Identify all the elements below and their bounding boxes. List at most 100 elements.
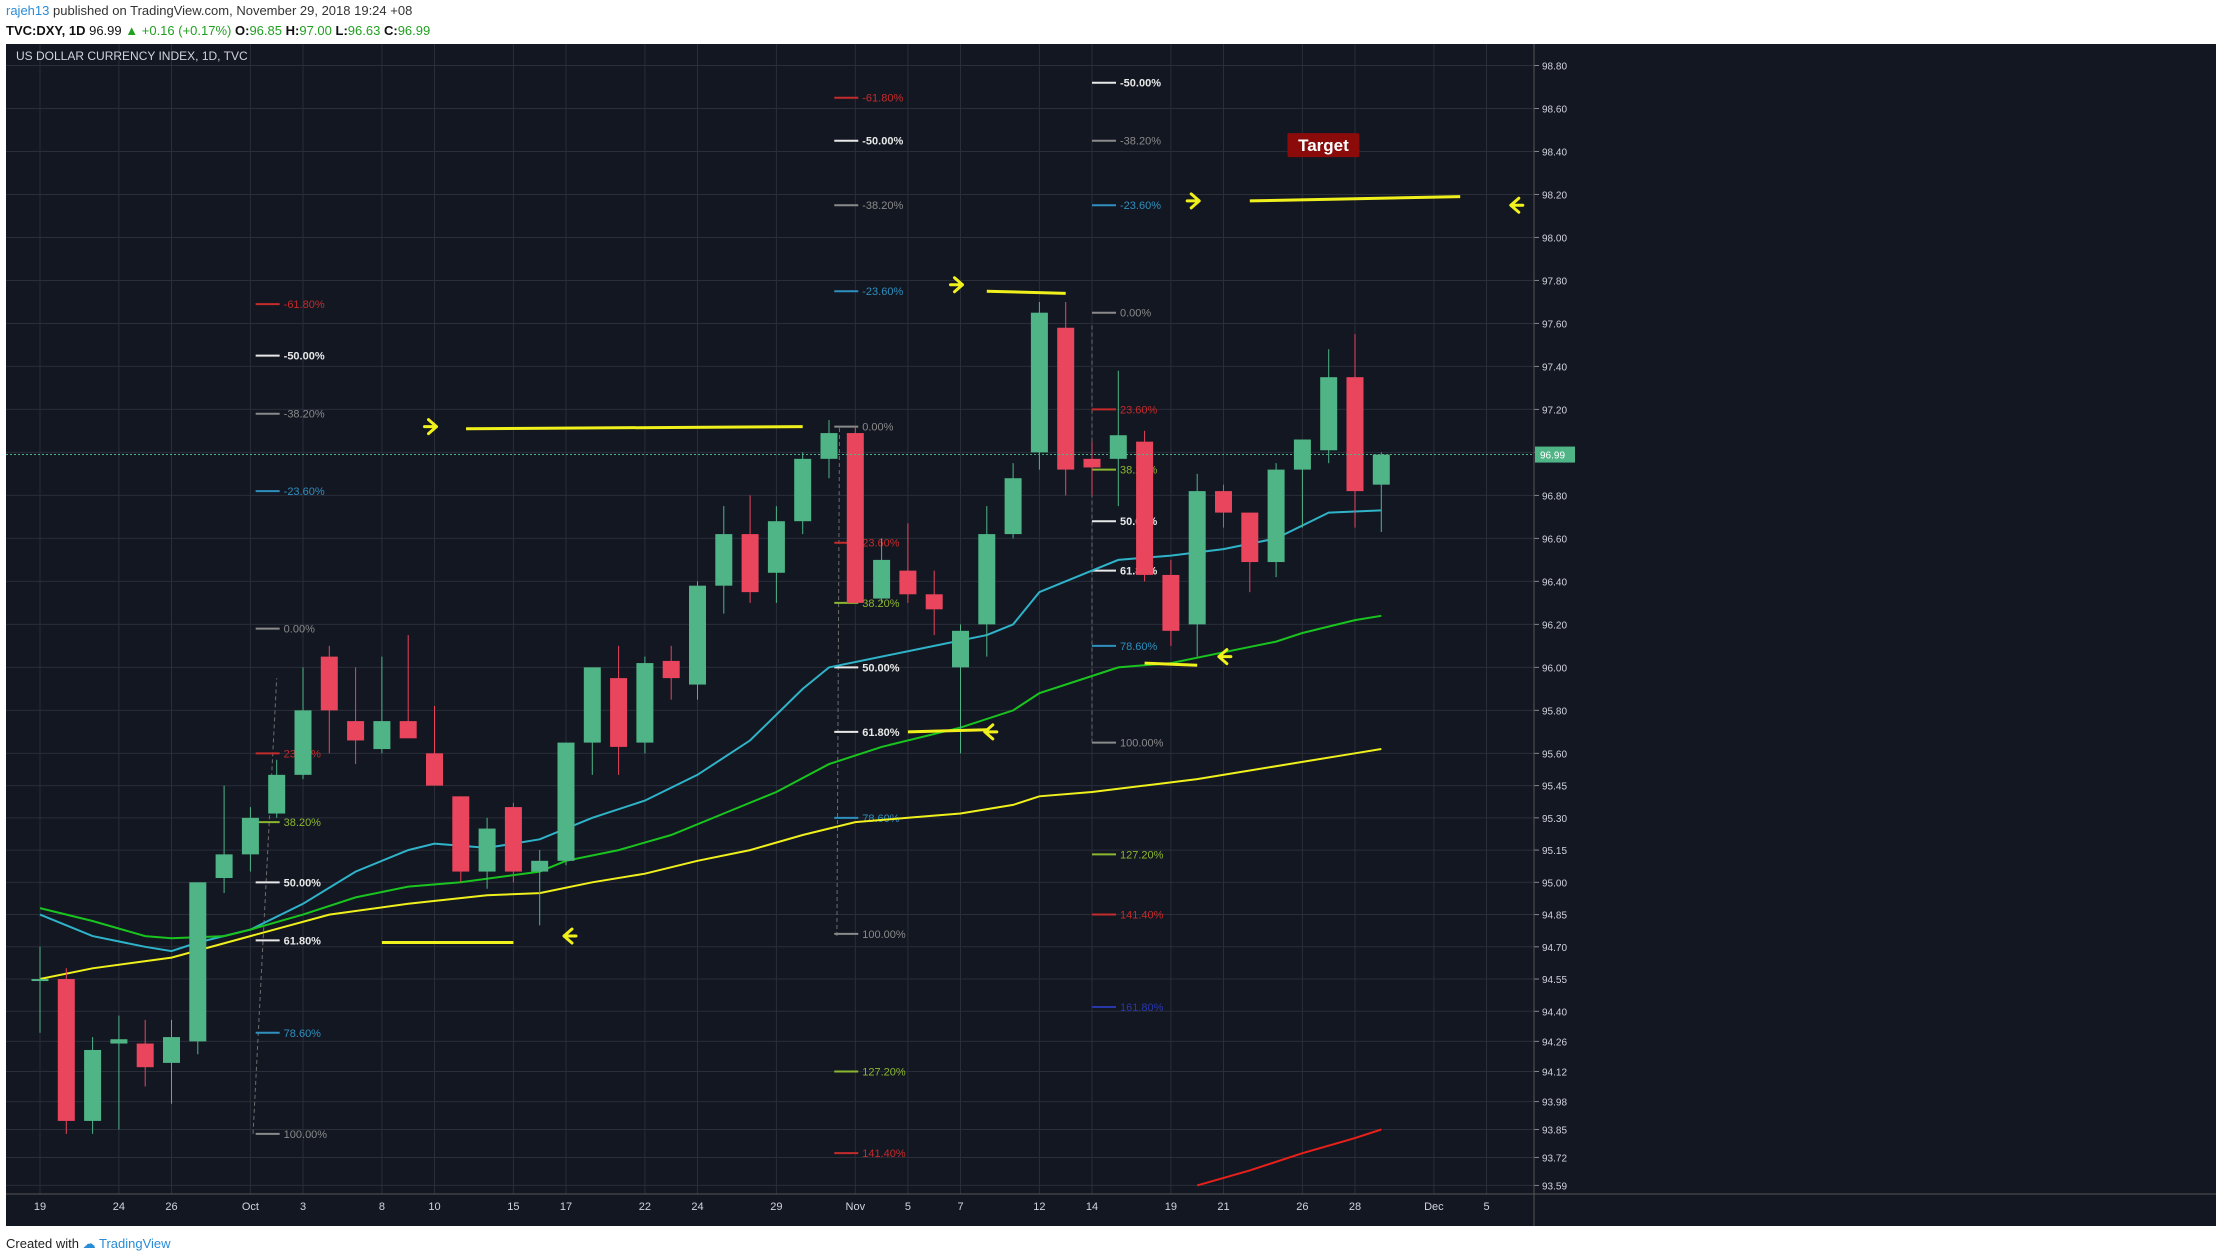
fib-level-label: 141.40% <box>1120 910 1164 922</box>
close-value: 96.99 <box>397 23 431 38</box>
x-tick-label: Oct <box>242 1201 259 1213</box>
arrow-left-icon <box>562 927 578 945</box>
x-tick-label: 14 <box>1086 1201 1098 1213</box>
fib-level-label: -23.60% <box>862 286 903 298</box>
fib-level-label: -50.00% <box>284 351 325 363</box>
y-tick-label: 94.12 <box>1542 1067 1567 1078</box>
candle-body <box>241 817 259 855</box>
open-label: O: <box>235 23 250 38</box>
candle-body <box>557 742 575 861</box>
fib-level-label: 127.20% <box>862 1066 906 1078</box>
candle-body <box>636 663 654 743</box>
candle-body <box>294 710 312 775</box>
y-tick-label: 93.72 <box>1542 1153 1567 1164</box>
trend-line <box>1144 661 1198 667</box>
fib-level-label: 78.60% <box>862 813 900 825</box>
y-tick-label: 93.85 <box>1542 1126 1567 1137</box>
symbol-label: TVC:DXY, 1D <box>6 23 86 38</box>
candle-body <box>873 559 891 599</box>
publish-text: published on TradingView.com, November 2… <box>53 3 413 18</box>
trend-line <box>907 728 987 734</box>
candle-body <box>1136 441 1154 575</box>
last-price: 96.99 <box>89 23 122 38</box>
fib-level-label: 161.80% <box>1120 1002 1164 1014</box>
candle-body <box>531 860 549 872</box>
y-tick-label: 95.30 <box>1542 814 1567 825</box>
moving-averages <box>39 509 1382 1187</box>
y-tick-label: 94.40 <box>1542 1007 1567 1018</box>
candle-body <box>583 667 601 743</box>
chart-title: US DOLLAR CURRENCY INDEX, 1D, TVC <box>16 49 248 63</box>
trend-line <box>1249 195 1461 203</box>
candle-body <box>426 753 443 786</box>
target-label: Target <box>1298 136 1349 155</box>
x-tick-label: 17 <box>560 1201 572 1213</box>
fib-level-label: 78.60% <box>284 1028 322 1040</box>
x-tick-label: 26 <box>1296 1201 1308 1213</box>
candle-body <box>399 721 417 739</box>
arrow-right-icon <box>949 276 964 294</box>
candle-body <box>662 660 680 679</box>
y-tick-label: 96.60 <box>1542 534 1567 545</box>
x-tick-label: Nov <box>846 1201 866 1213</box>
created-with-text: Created with <box>6 1236 79 1251</box>
candle-body <box>57 979 75 1121</box>
y-tick-label: 95.15 <box>1542 846 1567 857</box>
target-label-box <box>1287 133 1360 158</box>
grid <box>6 44 1534 1194</box>
y-tick-label: 94.70 <box>1542 943 1567 954</box>
x-tick-label: 5 <box>1483 1201 1489 1213</box>
low-value: 96.63 <box>347 23 381 38</box>
fib-level-label: -50.00% <box>1120 78 1161 90</box>
price-chart[interactable]: -61.80% -50.00% -38.20% -23.60% 0.00% 23.60% 3… <box>6 44 2216 1240</box>
x-tick-label: 22 <box>639 1201 651 1213</box>
tradingview-logo-icon: ☁ <box>82 1236 96 1251</box>
axes: 98.80 98.60 98.40 98.20 98.00 97.80 97.60 97.40… <box>6 44 2216 1240</box>
y-tick-label: 98.60 <box>1542 104 1567 115</box>
y-tick-label: 97.20 <box>1542 405 1567 416</box>
candle-body <box>373 721 391 750</box>
trend-line <box>466 425 803 431</box>
fib-level-label: 38.20% <box>862 598 900 610</box>
candle-body <box>794 458 812 522</box>
candle-body <box>689 585 706 685</box>
x-tick-label: 26 <box>165 1201 177 1213</box>
fib-level-label: 38.20% <box>284 817 322 829</box>
y-tick-label: 94.85 <box>1542 911 1567 922</box>
publish-header: rajeh13 published on TradingView.com, No… <box>0 0 2222 44</box>
moving-average-line <box>39 614 1382 940</box>
moving-average-line <box>39 748 1382 980</box>
moving-average-line <box>1196 1128 1382 1187</box>
moving-average-line <box>39 509 1382 953</box>
candle-body <box>347 721 365 741</box>
fib-trend-line <box>836 426 841 937</box>
candle-body <box>452 796 470 872</box>
y-tick-label: 96.20 <box>1542 620 1567 631</box>
candle-body <box>767 521 785 573</box>
y-tick-label: 95.45 <box>1542 782 1567 793</box>
fib-level-label: -38.20% <box>1120 136 1161 148</box>
tradingview-link[interactable]: TradingView <box>99 1236 171 1251</box>
arrow-left-icon <box>1217 648 1233 666</box>
candle-body <box>899 570 917 595</box>
candle-body <box>1346 377 1364 492</box>
fib-level-label: 23.60% <box>862 538 900 550</box>
fib-level-label: 100.00% <box>1120 738 1164 750</box>
arrow-left-icon <box>983 723 999 741</box>
candle-body <box>189 882 207 1042</box>
author-link[interactable]: rajeh13 <box>6 3 50 18</box>
chart-panel[interactable]: -61.80% -50.00% -38.20% -23.60% 0.00% 23.60% 3… <box>6 44 2216 1240</box>
x-tick-label: Dec <box>1424 1201 1444 1213</box>
x-tick-label: 19 <box>1165 1201 1177 1213</box>
candle-body <box>1215 491 1232 513</box>
x-tick-label: 10 <box>428 1201 440 1213</box>
candle-body <box>820 433 838 459</box>
candle-body <box>320 656 338 711</box>
candle-body <box>1162 574 1180 631</box>
close-label: C: <box>383 23 398 38</box>
candle-body <box>1372 454 1390 485</box>
candle-body <box>110 1039 128 1044</box>
x-tick-label: 5 <box>905 1201 911 1213</box>
y-tick-label: 94.26 <box>1542 1037 1567 1048</box>
candles <box>31 301 1390 1134</box>
